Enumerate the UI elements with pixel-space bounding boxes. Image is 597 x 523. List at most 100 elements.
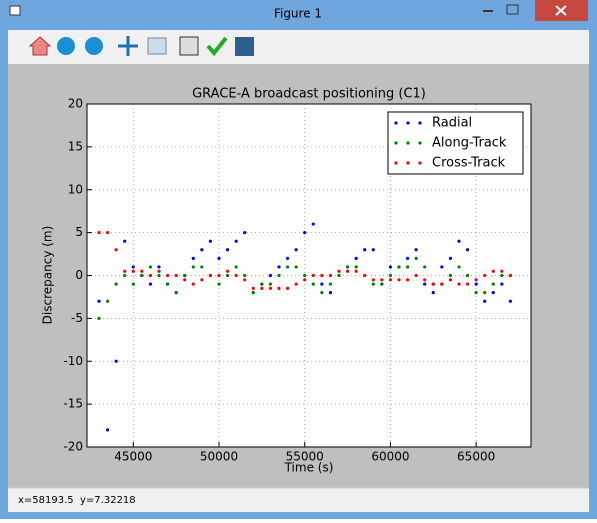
point (474, 291, 478, 295)
point (500, 282, 504, 286)
point (414, 256, 418, 260)
point (465, 282, 470, 286)
point (285, 265, 290, 269)
point (251, 286, 255, 290)
point (491, 282, 495, 286)
y-tick-label: 5 (75, 225, 83, 239)
point (131, 282, 135, 286)
point (277, 265, 281, 269)
status-x: x=58193.5 (18, 495, 74, 506)
point (97, 299, 101, 303)
point (105, 299, 110, 303)
point (191, 256, 195, 260)
forward-button[interactable] (85, 37, 103, 55)
pan-button[interactable] (118, 36, 138, 56)
zoom-button[interactable] (147, 37, 167, 55)
legend-marker (394, 121, 398, 125)
point (448, 256, 453, 260)
point (320, 273, 324, 278)
point (457, 239, 461, 243)
point (328, 282, 333, 286)
point (114, 282, 118, 286)
x-tick-label: 50000 (200, 450, 238, 464)
close-icon (555, 5, 567, 16)
subplots-button[interactable] (179, 36, 199, 56)
toolbar (28, 36, 254, 57)
point (448, 278, 453, 282)
y-tick-label: 0 (75, 268, 83, 282)
point (208, 239, 213, 243)
point (483, 291, 487, 295)
status-y: y=7.32218 (80, 495, 136, 506)
save-button[interactable] (235, 37, 254, 56)
point (105, 428, 110, 432)
point (405, 278, 410, 282)
point (303, 231, 307, 235)
edit-button[interactable] (206, 36, 228, 57)
point (191, 265, 195, 269)
point (371, 278, 375, 282)
home-button[interactable] (28, 36, 52, 56)
point (174, 273, 178, 278)
point (123, 273, 127, 278)
x-tick-label: 65000 (457, 450, 495, 464)
maximize-button[interactable] (506, 4, 519, 15)
point (337, 269, 341, 273)
point (483, 273, 487, 278)
point (345, 265, 350, 269)
point (157, 269, 161, 273)
point (260, 286, 264, 290)
point (234, 273, 238, 278)
point (200, 278, 204, 282)
point (174, 291, 178, 295)
point (234, 265, 238, 269)
legend-marker (418, 121, 422, 125)
minimize-button[interactable] (483, 10, 493, 12)
point (200, 248, 204, 252)
point (225, 248, 230, 252)
point (371, 282, 375, 286)
plot (87, 103, 531, 448)
point (405, 265, 410, 269)
point (448, 273, 453, 278)
point (148, 265, 153, 269)
point (414, 273, 418, 278)
x-tick-label: 55000 (286, 450, 324, 464)
point (500, 273, 504, 278)
point (303, 278, 307, 282)
back-button[interactable] (57, 37, 75, 55)
y-tick-label: -15 (63, 397, 83, 411)
point (320, 291, 324, 295)
point (285, 286, 290, 290)
point (337, 273, 341, 278)
y-tick-label: 15 (68, 139, 83, 153)
point (243, 231, 247, 235)
point (440, 265, 444, 269)
point (234, 239, 238, 243)
point (140, 269, 144, 273)
point (431, 291, 435, 295)
y-tick-label: -10 (63, 354, 83, 368)
y-tick-label: 10 (68, 182, 83, 196)
point (371, 248, 375, 252)
point (354, 269, 358, 273)
legend-marker (406, 141, 410, 145)
point (354, 265, 358, 269)
point (225, 273, 230, 278)
point (183, 273, 187, 278)
point (508, 273, 513, 278)
point (328, 291, 333, 295)
point (483, 299, 487, 303)
point (268, 273, 273, 278)
point (294, 248, 298, 252)
point (208, 273, 213, 278)
point (380, 282, 384, 286)
x-tick-label: 60000 (371, 450, 409, 464)
point (397, 278, 401, 282)
point (465, 273, 470, 278)
point (388, 273, 393, 278)
point (405, 256, 410, 260)
point (131, 269, 135, 273)
legend-marker (418, 141, 422, 145)
point (500, 269, 504, 273)
